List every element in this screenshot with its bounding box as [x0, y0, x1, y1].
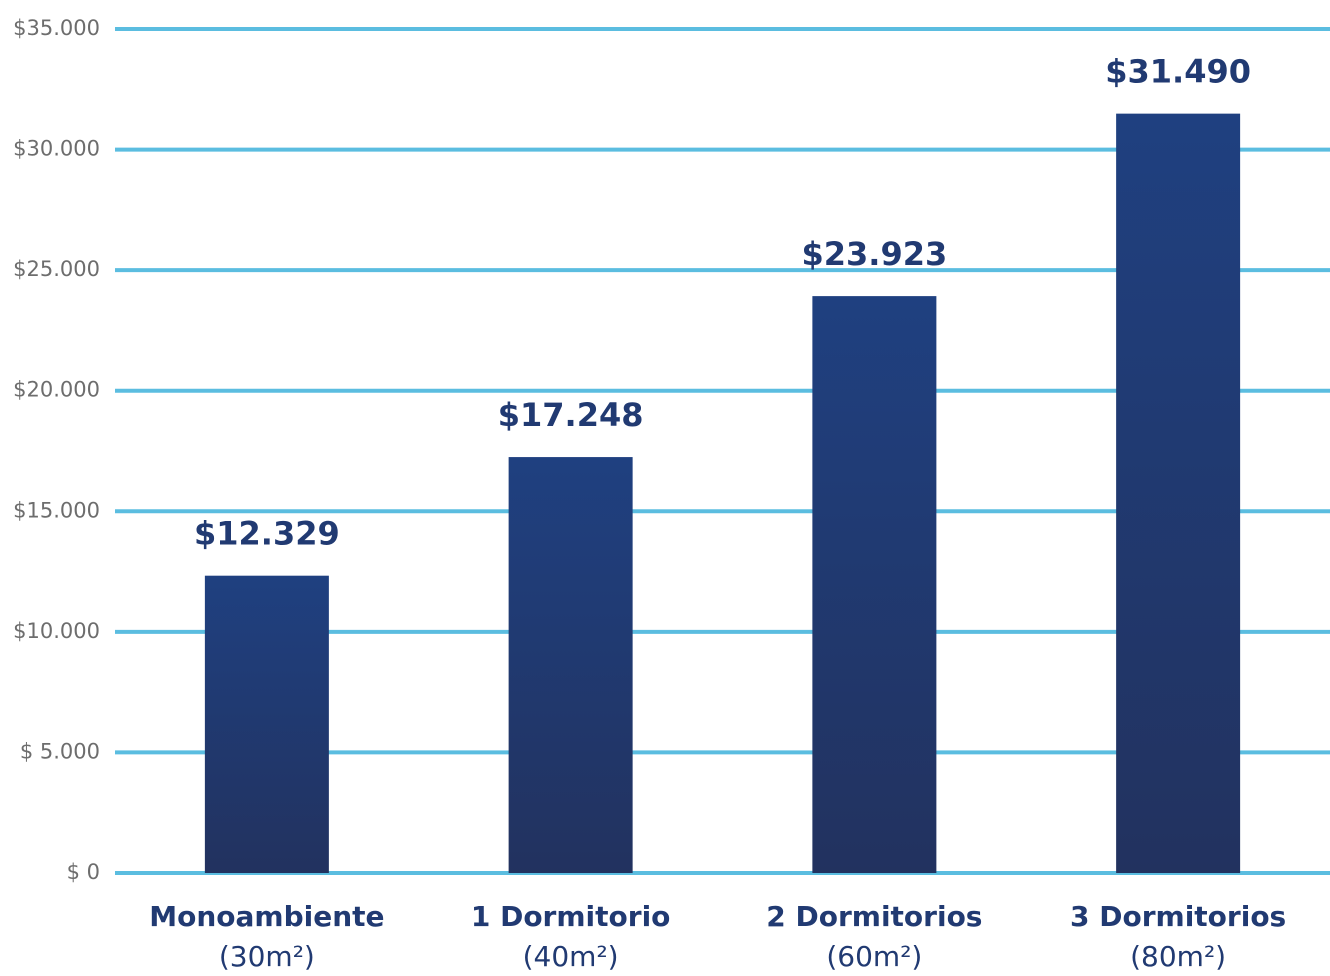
bar	[1116, 113, 1241, 874]
x-tick-note: (60m²)	[826, 940, 922, 973]
y-tick-label: $20.000	[13, 378, 100, 402]
y-tick-label: $35.000	[13, 16, 100, 40]
x-tick-note: (30m²)	[219, 940, 315, 973]
x-tick-note: (40m²)	[523, 940, 619, 973]
y-tick-label: $30.000	[13, 137, 100, 161]
value-label: $17.248	[498, 396, 644, 434]
y-tick-label: $ 0	[67, 860, 100, 884]
value-label: $23.923	[802, 235, 948, 273]
x-tick-label: 2 Dormitorios	[766, 900, 982, 933]
y-tick-label: $ 5.000	[20, 739, 100, 763]
value-label: $12.329	[194, 515, 340, 553]
value-label: $31.490	[1105, 53, 1251, 91]
bar	[812, 296, 937, 873]
x-tick-label: 1 Dormitorio	[471, 900, 671, 933]
bar	[508, 457, 633, 873]
y-tick-label: $25.000	[13, 257, 100, 281]
x-tick-note: (80m²)	[1130, 940, 1226, 973]
x-tick-label: 3 Dormitorios	[1070, 900, 1286, 933]
bar	[204, 575, 329, 873]
y-tick-label: $10.000	[13, 619, 100, 643]
x-tick-label: Monoambiente	[149, 900, 384, 933]
y-tick-label: $15.000	[13, 498, 100, 522]
